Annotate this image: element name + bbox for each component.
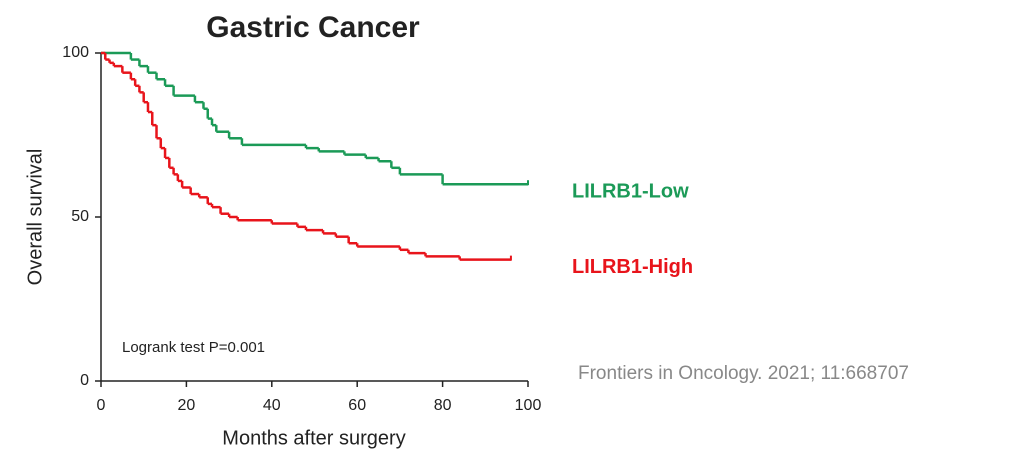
x-tick-label: 60 bbox=[348, 397, 366, 414]
x-tick-label: 0 bbox=[97, 397, 106, 414]
x-tick-label: 40 bbox=[263, 397, 281, 414]
x-tick-label: 80 bbox=[434, 397, 452, 414]
chart-title: Gastric Cancer bbox=[206, 11, 420, 44]
x-tick-label: 20 bbox=[178, 397, 196, 414]
y-tick-label: 50 bbox=[71, 208, 89, 225]
x-tick-label: 100 bbox=[515, 397, 542, 414]
x-axis-label: Months after surgery bbox=[222, 427, 405, 449]
y-tick-label: 100 bbox=[62, 44, 89, 61]
y-axis-label: Overall survival bbox=[24, 149, 46, 286]
source: Frontiers in Oncology. 2021; 11:668707 bbox=[578, 363, 909, 384]
y-tick-label: 0 bbox=[80, 372, 89, 389]
legend-label: LILRB1-Low bbox=[572, 180, 689, 202]
legend-label: LILRB1-High bbox=[572, 256, 693, 278]
annotation: Logrank test P=0.001 bbox=[122, 339, 265, 356]
